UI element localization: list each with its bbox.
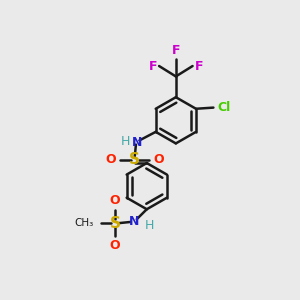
Text: F: F: [149, 59, 157, 73]
Text: O: O: [153, 153, 164, 166]
Text: H: H: [121, 135, 130, 148]
Text: H: H: [145, 219, 154, 232]
Text: Cl: Cl: [217, 101, 230, 114]
Text: O: O: [110, 239, 120, 252]
Text: O: O: [110, 194, 120, 207]
Text: S: S: [129, 152, 140, 167]
Text: F: F: [194, 59, 203, 73]
Text: F: F: [172, 44, 180, 57]
Text: N: N: [129, 215, 139, 229]
Text: S: S: [110, 216, 120, 231]
Text: CH₃: CH₃: [75, 218, 94, 228]
Text: O: O: [106, 153, 116, 166]
Text: N: N: [131, 136, 142, 149]
